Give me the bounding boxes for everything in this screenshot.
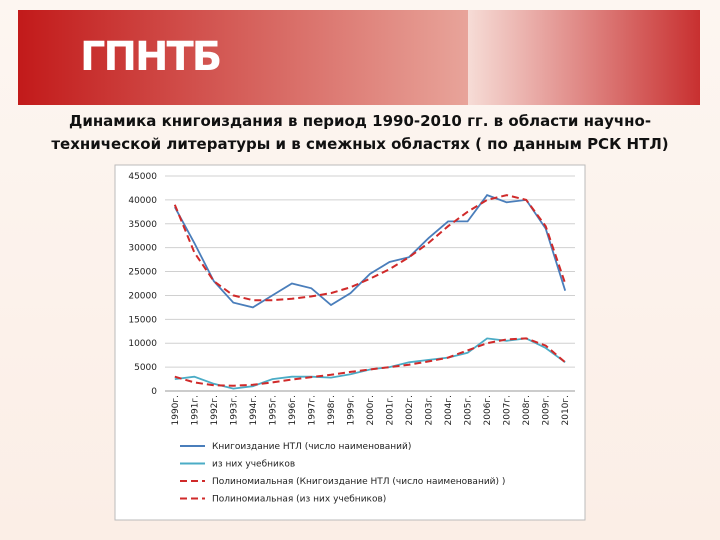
series-line <box>174 194 567 309</box>
x-tick-label: 1995г. <box>268 395 278 426</box>
legend-label: Книгоиздание НТЛ (число наименований) <box>212 442 411 452</box>
y-tick-label: 0 <box>151 387 157 397</box>
x-tick-label: 2002г. <box>405 395 415 426</box>
x-tick-label: 2009г. <box>542 395 552 426</box>
logo: ГПНТБ <box>80 34 220 80</box>
y-tick-label: 30000 <box>128 244 157 254</box>
y-tick-label: 35000 <box>128 220 157 230</box>
x-tick-label: 1993г. <box>229 395 239 426</box>
x-tick-label: 2001г. <box>386 395 396 426</box>
x-tick-label: 1992г. <box>210 395 220 426</box>
y-tick-label: 20000 <box>128 291 157 301</box>
x-tick-label: 2010г. <box>561 395 571 426</box>
y-tick-label: 40000 <box>128 196 157 206</box>
x-tick-label: 2003г. <box>425 395 435 426</box>
x-tick-label: 1999г. <box>346 395 356 426</box>
x-tick-label: 2004г. <box>444 395 454 426</box>
x-tick-label: 2000г. <box>366 395 376 426</box>
x-tick-label: 1996г. <box>288 395 298 426</box>
legend-label: из них учебников <box>212 460 295 470</box>
banner-right <box>468 10 700 105</box>
y-tick-label: 45000 <box>128 172 157 182</box>
x-tick-label: 1997г. <box>307 395 317 426</box>
y-tick-label: 5000 <box>134 363 157 373</box>
x-tick-label: 1994г. <box>249 395 259 426</box>
x-tick-label: 2008г. <box>522 395 532 426</box>
chart-box <box>114 164 586 521</box>
y-tick-label: 10000 <box>128 339 157 349</box>
y-tick-label: 15000 <box>128 315 157 325</box>
x-tick-label: 2007г. <box>503 395 513 426</box>
banner-left <box>18 10 468 105</box>
series-line <box>174 337 566 387</box>
legend-label: Полиномиальная (Книгоиздание НТЛ (число … <box>212 477 505 487</box>
chart-title: Динамика книгоиздания в период 1990-2010… <box>51 112 669 153</box>
x-tick-label: 1998г. <box>327 395 337 426</box>
legend-label: Полиномиальная (из них учебников) <box>212 495 386 505</box>
x-tick-label: 2006г. <box>483 395 493 426</box>
x-tick-label: 2005г. <box>464 395 474 426</box>
x-tick-label: 1990г. <box>171 395 181 426</box>
y-tick-label: 25000 <box>128 268 157 278</box>
x-tick-label: 1991г. <box>190 395 200 426</box>
